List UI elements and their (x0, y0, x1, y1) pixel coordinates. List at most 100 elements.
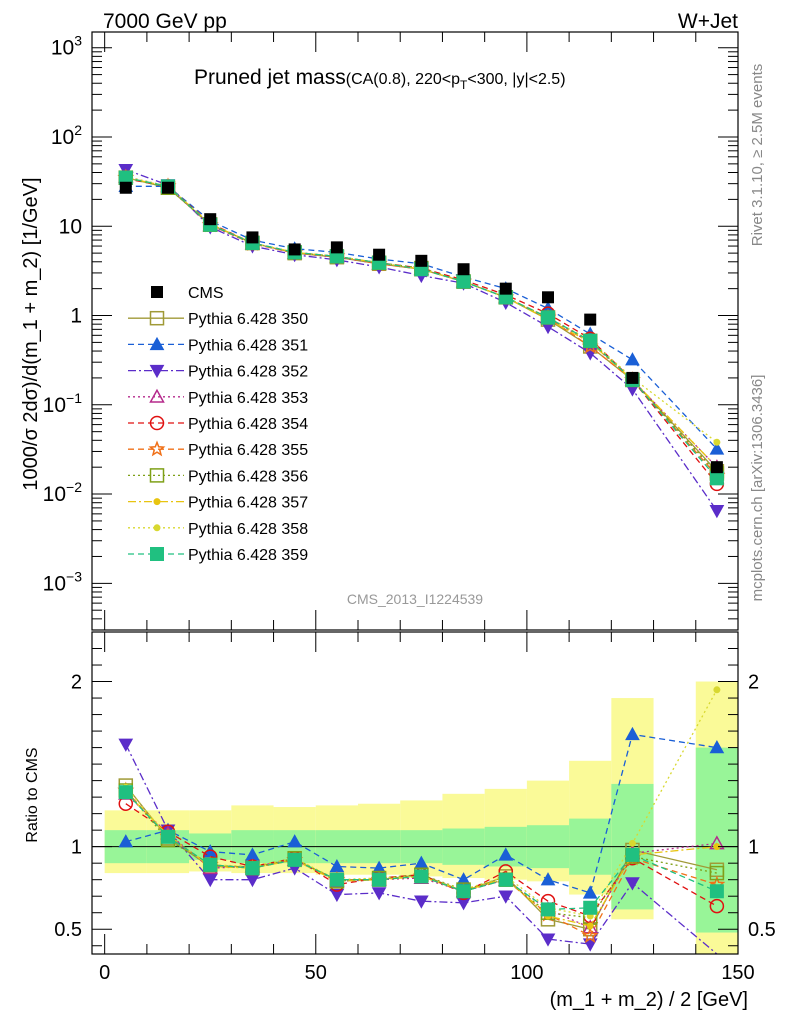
ratio-point-359 (329, 872, 344, 887)
y-axis-label: 1000/σ 2dσ)/d(m_1 + m_2) [1/GeV] (20, 177, 42, 490)
legend-label-353: Pythia 6.428 353 (188, 390, 308, 407)
series-point-359 (709, 471, 724, 486)
ratio-y-label: Ratio to CMS (24, 747, 41, 842)
legend-label-355: Pythia 6.428 355 (188, 442, 308, 459)
ratio-point-359 (625, 847, 640, 862)
y-tick-label: 103 (51, 33, 82, 60)
series-point-351 (625, 352, 640, 366)
legend-entry-355: Pythia 6.428 355 (128, 440, 308, 459)
cms-point (119, 181, 132, 194)
mcplots-label: mcplots.cern.ch [arXiv:1306.3436] (749, 375, 766, 602)
ratio-point-357 (586, 922, 594, 930)
cms-point (542, 291, 554, 304)
legend-label-358: Pythia 6.428 358 (188, 521, 308, 538)
ratio-point-359 (498, 872, 513, 887)
series-cms (119, 181, 723, 474)
ratio-point-359 (583, 900, 598, 915)
ratio-point-351 (625, 726, 640, 741)
legend: CMS Pythia 6.428 350 Pythia 6.428 351 Pythi… (128, 285, 308, 564)
ratio-point-359 (414, 869, 429, 884)
legend-entry-356: Pythia 6.428 356 (128, 468, 308, 485)
ratio-point-359 (709, 884, 724, 899)
band-green (695, 747, 738, 933)
ratio-panel: 0 50 100 150 0.5 0.5 1 1 2 2 (54, 32, 776, 984)
legend-entry-357: Pythia 6.428 357 (128, 495, 308, 512)
cms-point (499, 282, 512, 295)
ratio-point-354 (709, 898, 725, 914)
ratio-point-359 (245, 861, 260, 876)
ratio-tick-label: 2 (71, 672, 82, 694)
y-tick-label: 102 (51, 122, 82, 149)
ratio-point-351 (709, 740, 725, 754)
legend-entry-353: Pythia 6.428 353 (128, 388, 308, 407)
ratio-point-359 (161, 829, 175, 844)
ratio-series-352 (118, 738, 718, 955)
series-point-358 (713, 438, 721, 446)
legend-entry-358: Pythia 6.428 358 (128, 521, 308, 538)
main-title-sub: (CA(0.8), 220<p (346, 71, 460, 88)
series-point-351 (709, 441, 725, 455)
ratio-point-358 (628, 839, 636, 847)
ratio-line-351 (125, 733, 718, 894)
cms-point (246, 231, 259, 244)
ratio-point-352 (202, 873, 218, 888)
y-tick-label: 1 (70, 305, 82, 328)
ratio-point-352 (625, 877, 640, 891)
ratio-bands (104, 681, 738, 954)
x-tick-label: 150 (721, 962, 754, 984)
ratio-tick-label-right: 1 (748, 837, 759, 859)
ratio-point-352 (371, 887, 387, 901)
legend-marker-352 (149, 364, 165, 379)
ratio-point-359 (541, 902, 555, 917)
header-right: W+Jet (678, 10, 738, 33)
cms-point (162, 181, 174, 194)
ratio-point-359 (456, 884, 471, 899)
ratio-y-ticks: 0.5 0.5 1 1 2 2 (54, 648, 776, 947)
cms-point (415, 254, 428, 267)
x-tick-label: 100 (510, 962, 543, 984)
legend-label-354: Pythia 6.428 354 (188, 416, 308, 433)
y-tick-label: 10 (59, 215, 82, 238)
cms-point (457, 263, 470, 276)
legend-label-cms: CMS (188, 285, 224, 302)
series-point-352 (709, 505, 725, 519)
ratio-frame (91, 631, 739, 955)
y-tick-label: 10−3 (43, 568, 83, 595)
ratio-line-357 (125, 791, 717, 927)
x-tick-label: 50 (305, 962, 327, 984)
legend-marker-355 (148, 440, 166, 457)
legend-marker-359 (150, 547, 164, 561)
main-title-sub-tail: <300, |y|<2.5) (467, 71, 565, 88)
cms-point (288, 243, 301, 256)
main-title: Pruned jet mass(CA(0.8), 220<pT<300, |y|… (194, 66, 566, 92)
legend-marker-356 (149, 468, 165, 483)
x-tick-label: 0 (99, 962, 110, 984)
ratio-tick-label-right: 0.5 (748, 919, 776, 941)
legend-marker-358 (153, 524, 161, 532)
series-point-359 (541, 310, 555, 325)
cms-point (584, 313, 597, 326)
ratio-point-355 (581, 926, 599, 944)
legend-entry-359: Pythia 6.428 359 (128, 547, 308, 564)
legend-marker-cms (151, 286, 163, 298)
legend-label-357: Pythia 6.428 357 (188, 495, 308, 512)
x-ticks: 0 50 100 150 (99, 32, 755, 984)
header-left: 7000 GeV pp (103, 10, 227, 33)
cms-point (626, 371, 639, 384)
series-point-359 (583, 333, 598, 348)
legend-label-359: Pythia 6.428 359 (188, 547, 308, 564)
ratio-point-352 (413, 895, 429, 909)
cms-point (204, 213, 217, 226)
ratio-point-352 (329, 888, 345, 903)
ratio-line-358 (125, 689, 718, 917)
ratio-point-351 (582, 885, 598, 899)
ratio-point-359 (287, 852, 302, 867)
legend-marker-354 (149, 415, 165, 431)
ratio-point-356 (709, 865, 725, 881)
legend-entry-350: Pythia 6.428 350 (128, 310, 308, 328)
y-tick-label: 10−1 (43, 390, 83, 417)
ratio-tick-label: 0.5 (54, 919, 82, 941)
cms-point (373, 248, 386, 261)
cms-point (710, 461, 723, 474)
legend-marker-350 (149, 310, 165, 326)
